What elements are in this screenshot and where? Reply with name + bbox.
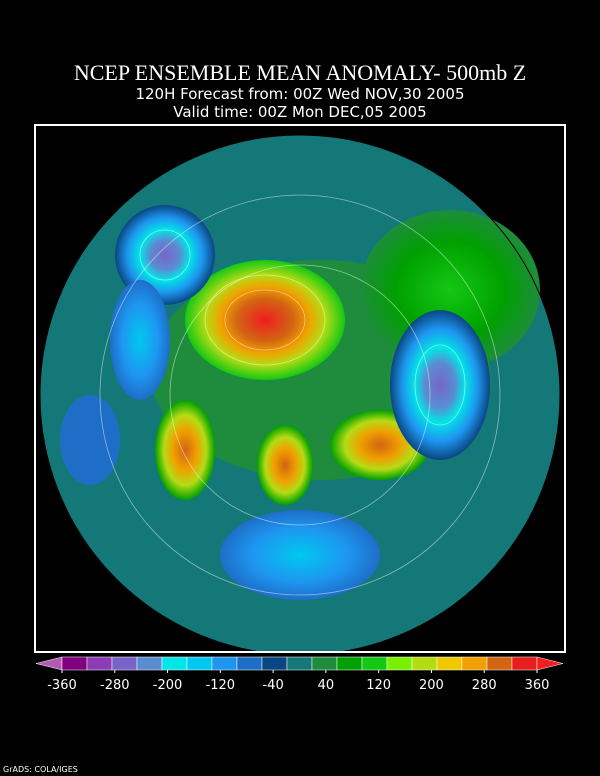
colorbar-segment [236,656,263,671]
colorbar-segment [186,656,213,671]
anomaly-low [110,280,170,400]
colorbar-segment [386,656,413,671]
colorbar-segment [311,656,338,671]
title: NCEP ENSEMBLE MEAN ANOMALY- 500mb Z [74,60,526,85]
colorbar-label: 120 [366,678,391,693]
anomaly-high [155,400,215,500]
anomaly-high [185,260,345,380]
colorbar-label: -40 [262,678,283,693]
colorbar-segment [411,656,438,671]
colorbar-segment [511,656,538,671]
colorbar-segment [211,656,238,671]
colorbar-segment [486,656,513,671]
map-frame [34,124,566,653]
anomaly-low [220,510,380,600]
colorbar-segment [286,656,313,671]
subtitle: 120H Forecast from: 00Z Wed NOV,30 2005 [135,85,464,103]
map [39,134,561,652]
colorbar-segment [436,656,463,671]
colorbar-arrow [536,656,564,671]
colorbar-label: 280 [472,678,497,693]
colorbar-segment [136,656,163,671]
valid-time: Valid time: 00Z Mon DEC,05 2005 [173,103,426,121]
colorbar-segment [161,656,188,671]
hemisphere-edge [39,134,561,652]
colorbar-segment [336,656,363,671]
colorbar-label: -200 [153,678,183,693]
anomaly-high [257,425,313,505]
colorbar-segment [261,656,288,671]
colorbar-label: 360 [525,678,550,693]
colorbar-segment [61,656,88,671]
contours [99,194,501,596]
colorbar-label: 40 [318,678,335,693]
colorbar-label: 200 [419,678,444,693]
colorbar-arrow [35,656,63,671]
colorbar-segment [361,656,388,671]
colorbar-label: -360 [47,678,77,693]
colorbar: -360 -280 -200 -120 -40 40 120 200 280 360 [35,656,564,693]
colorbar-label: -280 [100,678,130,693]
colorbar-segment [461,656,488,671]
colorbar-segment [111,656,138,671]
anomaly-field [360,210,540,370]
colorbar-label: -120 [206,678,236,693]
colorbar-segment [86,656,113,671]
anomaly-low [390,310,490,460]
anomaly-low [60,395,120,485]
footer: GrADS: COLA/IGES [3,765,78,774]
